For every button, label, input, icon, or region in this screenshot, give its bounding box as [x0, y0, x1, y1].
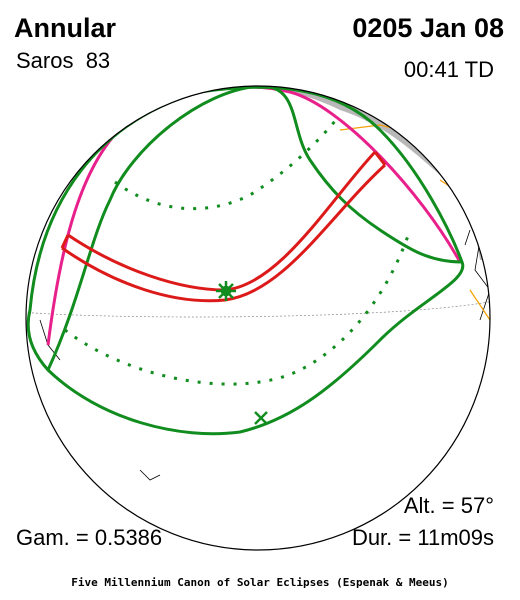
- eclipse-type: Annular: [14, 13, 116, 43]
- globe-layer: [26, 86, 490, 550]
- equator: [26, 299, 490, 318]
- globe-outline: [25, 85, 491, 551]
- globe: [26, 86, 490, 550]
- altitude: Alt. = 57°: [404, 493, 494, 518]
- greatest-eclipse-marker: [216, 281, 236, 301]
- duration: Dur. = 11m09s: [352, 525, 494, 550]
- time: 00:41 TD: [404, 57, 494, 82]
- gamma: Gam. = 0.5386: [16, 525, 162, 550]
- rise-set-curve: [46, 86, 463, 371]
- credit: Five Millennium Canon of Solar Eclipses …: [71, 576, 449, 589]
- max-eclipse-line: [114, 114, 342, 211]
- eclipse-date: 0205 Jan 08: [352, 13, 504, 43]
- path-ends: [60, 151, 387, 249]
- saros: Saros 83: [16, 48, 110, 73]
- max-eclipse-line: [64, 229, 412, 386]
- subsolar-marker: [254, 411, 268, 425]
